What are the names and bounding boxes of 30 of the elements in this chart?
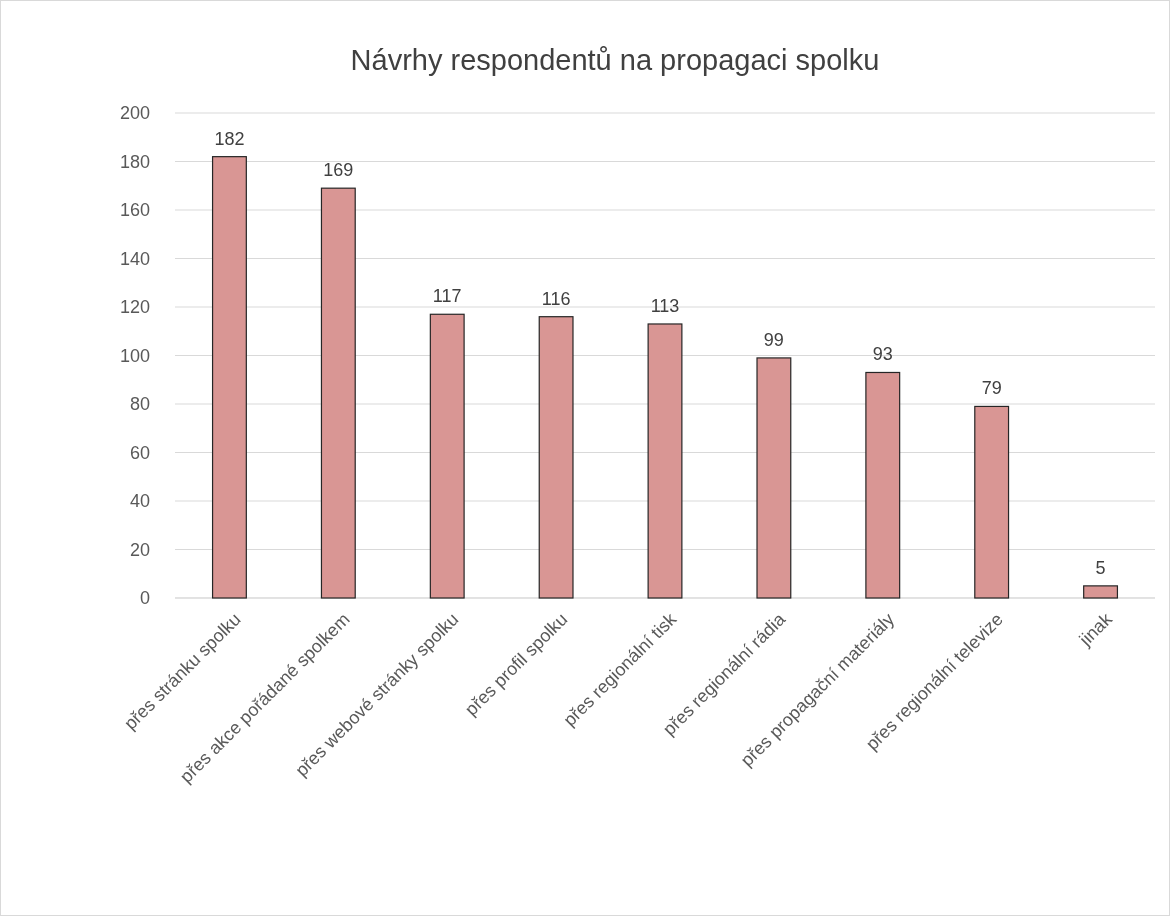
y-tick-label: 200 — [119, 103, 150, 124]
data-label: 116 — [541, 288, 571, 309]
data-label: 93 — [872, 344, 893, 365]
bar — [538, 316, 574, 599]
chart-title: Návrhy respondentů na propagaci spolku — [350, 44, 880, 76]
y-tick-label: 180 — [119, 151, 150, 172]
bar — [429, 313, 465, 599]
y-tick-label: 120 — [119, 297, 150, 318]
bar — [320, 187, 356, 599]
y-tick-label: 60 — [129, 442, 150, 463]
y-tick-label: 0 — [139, 588, 150, 609]
data-label: 117 — [432, 286, 462, 307]
bar — [974, 405, 1010, 599]
bar — [211, 156, 247, 599]
y-tick-label: 100 — [119, 345, 150, 366]
data-label: 99 — [763, 329, 784, 350]
data-label: 182 — [214, 128, 245, 149]
y-tick-label: 160 — [119, 200, 150, 221]
data-label: 169 — [323, 160, 354, 181]
data-label: 113 — [650, 295, 680, 316]
y-tick-label: 80 — [129, 394, 150, 415]
y-tick-label: 140 — [119, 248, 150, 269]
bar — [865, 371, 901, 599]
y-tick-label: 20 — [129, 539, 150, 560]
data-label: 5 — [1095, 557, 1106, 578]
bar — [756, 357, 792, 599]
data-label: 79 — [981, 378, 1002, 399]
y-tick-label: 40 — [129, 491, 150, 512]
bar — [647, 323, 683, 599]
bar — [1083, 585, 1119, 599]
